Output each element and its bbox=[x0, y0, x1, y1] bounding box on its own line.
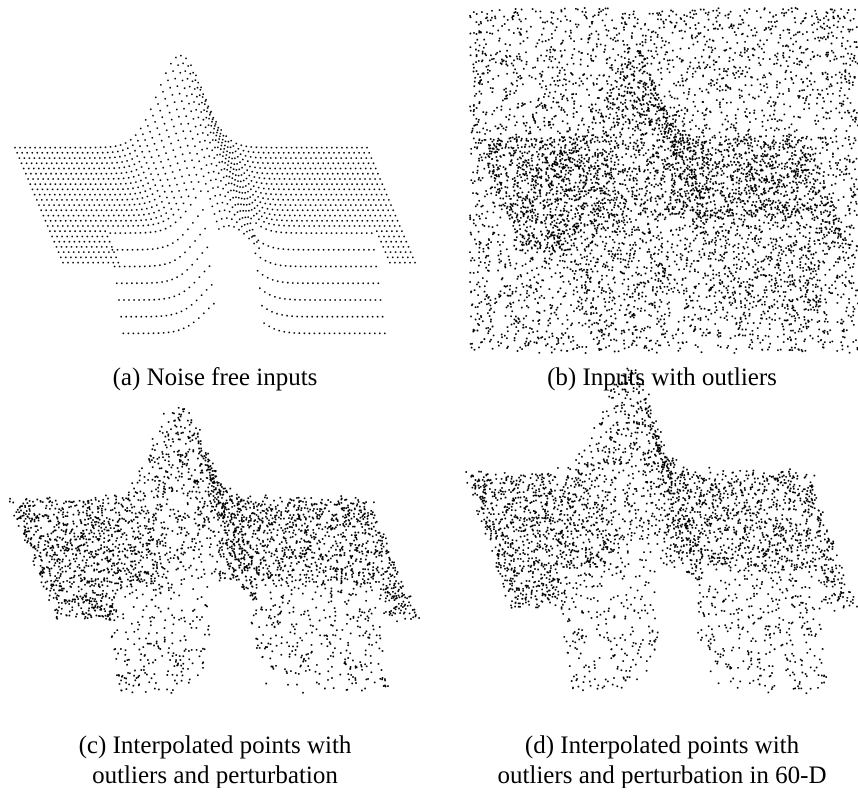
caption: (a) Noise free inputs bbox=[113, 364, 318, 391]
figure: (a) Noise free inputs (b) Inputs with ou… bbox=[0, 0, 858, 788]
point-cloud bbox=[10, 408, 419, 693]
point-cloud bbox=[470, 8, 858, 353]
caption: outliers and perturbation bbox=[92, 762, 338, 788]
caption: (b) Inputs with outliers bbox=[547, 364, 777, 391]
caption: (c) Interpolated points with bbox=[79, 732, 352, 759]
point-cloud bbox=[15, 56, 415, 334]
caption: outliers and perturbation in 60-D bbox=[497, 762, 826, 788]
point-cloud bbox=[466, 369, 857, 694]
caption: (d) Interpolated points with bbox=[525, 732, 800, 759]
